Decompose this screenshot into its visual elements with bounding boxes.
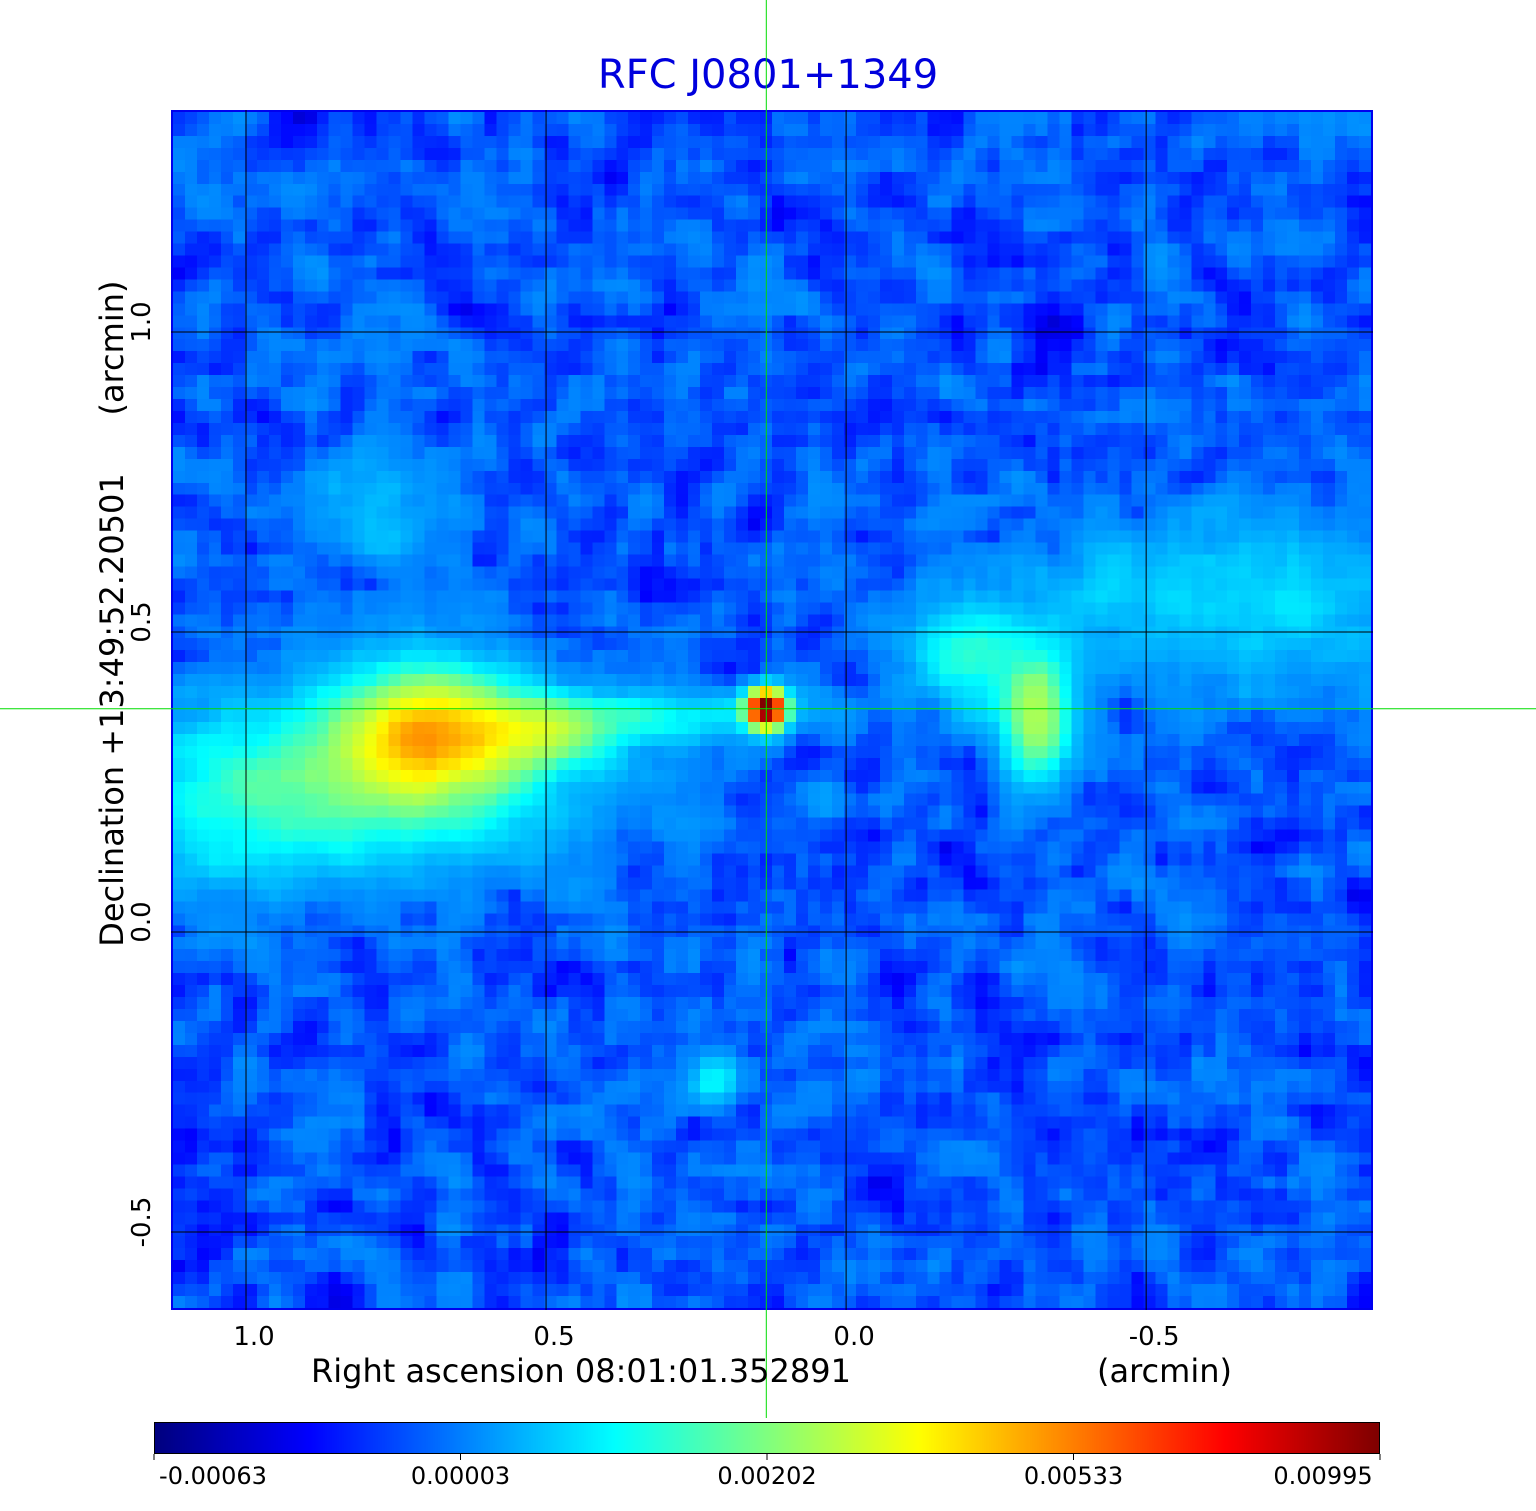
y-axis-label: Declination +13:49:52.20501 [93, 473, 131, 947]
colorbar-tick-label: 0.00533 [1023, 1462, 1124, 1490]
y-tick-label: -0.5 [127, 1196, 157, 1248]
heatmap-image [173, 112, 1371, 1308]
y-tick-label: 1.0 [127, 301, 157, 343]
colorbar-tick-label: -0.00063 [159, 1462, 267, 1490]
colorbar [154, 1422, 1380, 1454]
x-tick-label: 1.0 [233, 1322, 275, 1352]
x-tick-label: 0.0 [833, 1322, 875, 1352]
y-axis-unit: (arcmin) [93, 280, 131, 416]
y-tick-label: 0.5 [127, 601, 157, 643]
colorbar-tick-label: 0.00003 [410, 1462, 511, 1490]
x-axis-label: Right ascension 08:01:01.352891 [311, 1352, 851, 1390]
plot-area[interactable] [171, 110, 1373, 1310]
colorbar-tick-label: 0.00995 [1273, 1462, 1373, 1490]
x-tick-label: 0.5 [533, 1322, 575, 1352]
colorbar-tick-label: 0.00202 [717, 1462, 817, 1490]
x-axis-unit: (arcmin) [1097, 1352, 1232, 1390]
x-tick-label: -0.5 [1128, 1322, 1180, 1352]
y-tick-label: 0.0 [127, 901, 157, 943]
chart-title: RFC J0801+1349 [597, 52, 939, 98]
